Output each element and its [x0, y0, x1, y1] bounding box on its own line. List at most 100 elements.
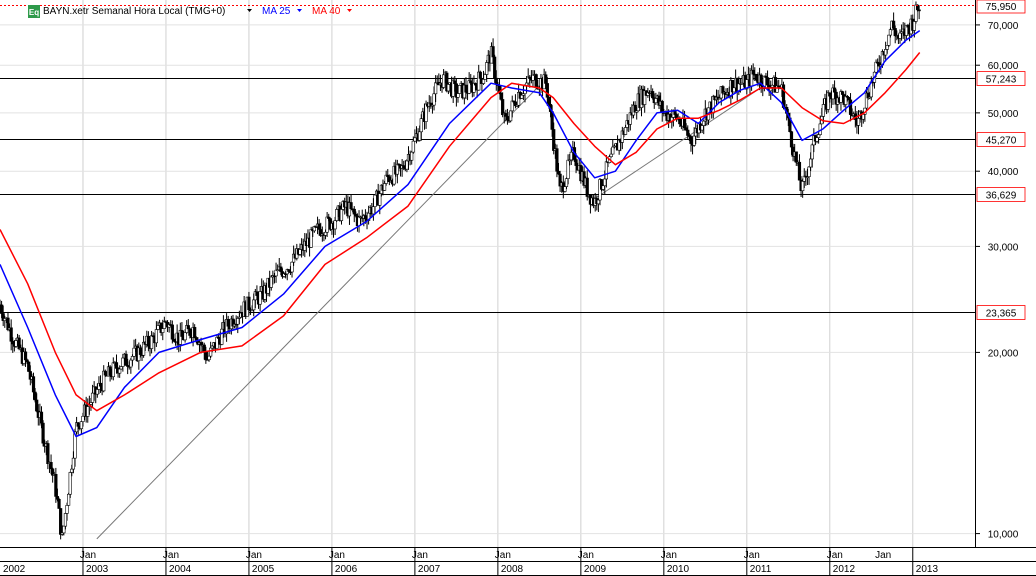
candle-body	[654, 98, 658, 104]
last-price-tag: 75,950	[976, 0, 1026, 14]
y-axis[interactable]: 10,000 20,000 30,000 40,000 50,000 60,000 70,0…	[975, 21, 1019, 541]
y-tick-label: 70,000	[988, 21, 1019, 32]
candle-body	[861, 114, 865, 120]
candle-body	[325, 216, 329, 233]
candle-body	[183, 332, 187, 341]
y-tick-label: 50,000	[988, 109, 1019, 120]
month-tick-label: Jan	[744, 550, 760, 561]
candle-body	[170, 324, 174, 340]
candle-body	[124, 353, 128, 366]
candle-body	[534, 74, 538, 89]
candle-body	[789, 131, 794, 148]
candle-body	[339, 209, 344, 221]
ma40-dropdown-icon[interactable]	[347, 9, 352, 12]
candle-body	[520, 94, 524, 99]
candle-body	[146, 335, 151, 347]
candle-body	[371, 206, 376, 215]
candle-body	[226, 319, 230, 327]
candle-body	[847, 97, 851, 101]
candle-body	[290, 261, 294, 273]
candle-body	[71, 457, 76, 470]
candle-body	[566, 159, 570, 179]
candle-body	[604, 161, 608, 180]
candle-body	[0, 304, 4, 314]
candle-body	[111, 362, 115, 378]
year-tick-label: 2008	[501, 564, 524, 575]
ma40-line	[0, 52, 921, 412]
candle-body	[611, 146, 615, 155]
year-tick-label: 2002	[3, 564, 26, 575]
symbol-dropdown-icon[interactable]	[247, 9, 252, 12]
ma25-dropdown-icon[interactable]	[297, 9, 302, 12]
candle-body	[17, 337, 21, 350]
level-label: 23,365	[986, 309, 1017, 320]
month-ticks: Jan Jan Jan Jan Jan Jan Jan Jan Jan Jan Jan	[80, 550, 891, 561]
candle-body	[821, 104, 826, 117]
candle-body	[418, 131, 422, 141]
candle-body	[279, 266, 283, 272]
candle-body	[335, 209, 339, 221]
candle-body	[550, 111, 554, 130]
candle-body	[832, 87, 837, 93]
candle-body	[118, 368, 122, 374]
equity-badge[interactable]	[28, 5, 40, 18]
plot-area	[0, 0, 975, 547]
candle-body	[893, 28, 897, 37]
legend[interactable]: Eq BAYN.xetr Semanal Hora Local (TMG+0) …	[28, 5, 352, 18]
candle-body	[204, 352, 208, 361]
candle-body	[689, 136, 693, 144]
candle-body	[59, 508, 63, 535]
candle-body	[702, 120, 706, 126]
candle-body	[156, 325, 160, 330]
candle-body	[25, 359, 29, 363]
candle-body	[603, 178, 607, 187]
candle-body	[434, 82, 438, 95]
candle-body	[103, 370, 107, 376]
candle-body	[732, 87, 736, 93]
candle-body	[41, 422, 45, 444]
candle-body	[98, 382, 103, 387]
ma40-label[interactable]: MA 40	[312, 6, 341, 17]
last-price-label: 75,950	[986, 2, 1017, 13]
ma25-label[interactable]: MA 25	[262, 6, 291, 17]
year-tick-label: 2012	[833, 564, 856, 575]
level-label-box	[976, 132, 1026, 147]
candle-body	[810, 144, 814, 160]
candle-body	[912, 21, 916, 31]
candle-body	[108, 366, 112, 376]
candle-body	[491, 46, 495, 58]
candle-body	[252, 299, 256, 311]
candle-body	[651, 91, 655, 99]
candle-body	[317, 223, 321, 230]
candle-body	[114, 362, 119, 369]
candle-body	[161, 328, 165, 333]
candle-body	[446, 84, 451, 92]
candle-body	[765, 77, 770, 86]
candle-body	[754, 73, 758, 81]
candle-body	[469, 80, 473, 84]
candle-body	[411, 140, 415, 153]
candle-body	[357, 216, 361, 227]
candle-body	[215, 336, 219, 349]
candle-body	[258, 291, 262, 305]
candle-body	[9, 327, 13, 342]
candle-body	[505, 116, 510, 121]
candle-body	[352, 208, 356, 215]
symbol-label[interactable]: BAYN.xetr Semanal Hora Local (TMG+0)	[43, 6, 225, 17]
candle-body	[154, 329, 158, 344]
candle-body	[556, 170, 561, 175]
x-axis[interactable]: Jan Jan Jan Jan Jan Jan Jan Jan Jan Jan Jan 2002 20…	[0, 547, 1036, 576]
candle-body	[874, 61, 878, 73]
candle-body	[81, 415, 85, 422]
candle-body	[90, 392, 95, 403]
candle-body	[794, 151, 798, 163]
candle-body	[35, 399, 39, 412]
candle-body	[809, 158, 813, 168]
candle-body	[193, 327, 197, 338]
candle-body	[892, 20, 896, 29]
candle-body	[55, 496, 60, 500]
candle-body	[138, 347, 143, 355]
y-tick-label: 40,000	[988, 167, 1019, 178]
candle-body	[46, 443, 50, 465]
